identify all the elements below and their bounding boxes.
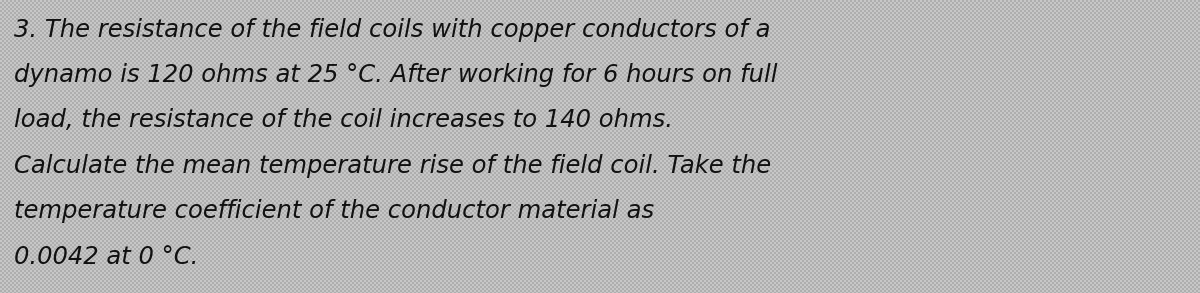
Text: 3. The resistance of the field coils with copper conductors of a: 3. The resistance of the field coils wit… [14,18,770,42]
Text: 0.0042 at 0 °C.: 0.0042 at 0 °C. [14,245,199,269]
Text: load, the resistance of the coil increases to 140 ohms.: load, the resistance of the coil increas… [14,108,673,132]
Text: dynamo is 120 ohms at 25 °C. After working for 6 hours on full: dynamo is 120 ohms at 25 °C. After worki… [14,63,778,87]
Text: Calculate the mean temperature rise of the field coil. Take the: Calculate the mean temperature rise of t… [14,154,772,178]
Text: temperature coefficient of the conductor material as: temperature coefficient of the conductor… [14,199,654,223]
